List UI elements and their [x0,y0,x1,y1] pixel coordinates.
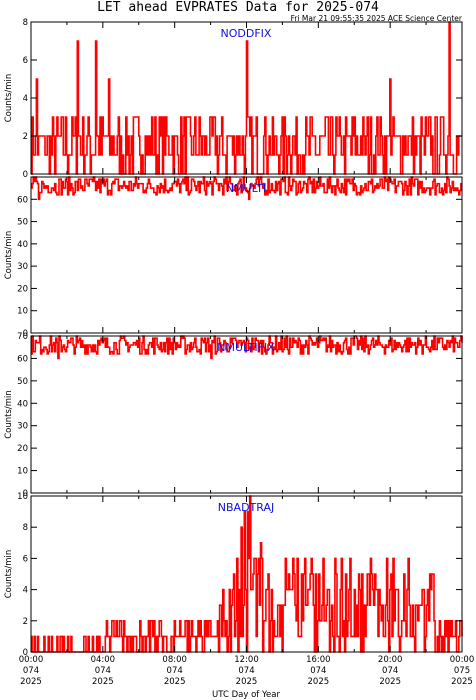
y-tick-label: 2 [23,617,28,627]
panel-nmulti: 0 10 20 30 40 50 60 Counts/min NMULTI [4,176,463,339]
y-axis-label: Counts/min [4,390,14,439]
y-tick-label: 60 [17,354,28,364]
y-tick-label: 2 [23,132,28,142]
y-tick-label: 30 [17,422,28,432]
panel-title: NMULTIFIX [217,341,275,354]
y-tick-label: 20 [17,284,28,294]
panel-title: NBADTRAJ [218,501,274,514]
y-tick-label: 6 [23,554,28,564]
y-tick-label: 0 [23,170,28,180]
y-tick-label: 20 [17,444,28,454]
y-tick-label: 10 [17,467,28,477]
panel-frame [30,335,463,494]
y-tick-label: 50 [17,218,28,228]
x-tick-label: 04:00 [91,655,116,665]
series-line-nmultifix [31,335,463,360]
series-line-noddfix [31,21,462,175]
x-tick-label: 00:00 [19,655,44,665]
x-tick-label: 2025 [92,677,114,687]
chart-title: LET ahead EVPRATES Data for 2025-074 [97,0,379,15]
y-tick-label: 0 [23,329,28,339]
x-tick-label: 074 [167,666,183,676]
panel-title: NODDFIX [221,27,272,40]
y-tick-label: 6 [23,56,28,66]
x-tick-label: 074 [382,666,398,676]
y-tick-label: 70 [17,332,28,342]
y-tick-label: 10 [17,307,28,317]
panel-title: NMULTI [226,182,266,195]
y-tick-label: 4 [23,586,28,596]
x-tick-label: 075 [454,666,470,676]
y-axis-label: Counts/min [4,74,14,123]
x-tick-label: 12:00 [234,655,259,665]
x-tick-label: 2025 [20,677,42,687]
panel-noddfix: 0 2 4 6 8 Counts/min NODDFIX [4,18,463,180]
y-tick-label: 40 [17,399,28,409]
y-tick-label: 0 [23,489,28,499]
y-tick-label: 0 [23,648,28,658]
y-tick-label: 4 [23,94,28,104]
panel-nbadtraj: 0 2 4 6 8 10 Counts/min NBADTRAJ [4,492,463,658]
x-tick-label: 074 [238,666,254,676]
x-tick-label: 20:00 [378,655,403,665]
y-tick-label: 10 [17,492,28,502]
y-tick-label: 50 [17,377,28,387]
x-tick-label: 074 [310,666,326,676]
panel-frame [30,176,463,334]
y-tick-label: 60 [17,195,28,205]
x-tick-label: 2025 [164,677,186,687]
x-tick-label: 074 [23,666,39,676]
y-tick-label: 40 [17,240,28,250]
x-tick-label: 2025 [379,677,401,687]
y-tick-label: 8 [23,523,28,533]
y-axis-label: Counts/min [4,550,14,599]
y-tick-label: 8 [23,18,28,28]
y-axis-label: Counts/min [4,231,14,280]
panels-group: 02468Counts/minNODDFIX0102030405060Count… [4,18,474,687]
x-tick-label: 2025 [451,677,473,687]
x-tick-label: 074 [95,666,111,676]
x-tick-label: 2025 [236,677,258,687]
x-tick-label: 16:00 [306,655,331,665]
x-axis-label: UTC Day of Year [212,690,280,700]
x-tick-labels: 00:00074202504:00074202508:00074202512:0… [19,655,475,687]
x-tick-label: 00:00 [450,655,475,665]
generation-timestamp: Fri Mar 21 09:55:35 2025 ACE Science Cen… [291,14,463,23]
x-tick-label: 08:00 [162,655,187,665]
y-tick-label: 30 [17,262,28,272]
x-tick-label: 2025 [308,677,330,687]
series-line-nbadtraj [31,495,463,653]
